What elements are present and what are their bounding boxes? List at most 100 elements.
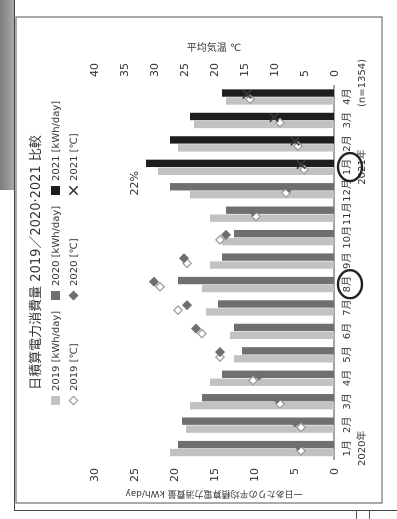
temperature-marker <box>295 422 307 433</box>
temperature-marker <box>292 440 304 451</box>
chart-border <box>15 16 383 504</box>
bar <box>234 323 334 332</box>
x-tick-label: 7月 <box>341 299 353 315</box>
x-tick-label: 6月 <box>341 323 353 339</box>
bar <box>146 159 334 168</box>
x-tick-label: 3月 <box>341 393 353 409</box>
legend-label: 2019 [℃] <box>69 343 80 391</box>
temperature-marker <box>196 328 208 339</box>
bar <box>222 370 334 378</box>
temperature-marker <box>214 234 226 245</box>
x-tick-label: 2月 <box>341 417 353 433</box>
highlight-circle <box>336 269 364 300</box>
temperature-marker <box>296 159 306 170</box>
y-right-tick-label: 10 <box>268 63 281 77</box>
temperature-marker <box>247 206 259 217</box>
x-tick-label: 11月 <box>341 203 353 226</box>
y-right-tick-label: 0 <box>328 70 341 77</box>
bar <box>234 355 334 363</box>
bar <box>222 89 334 97</box>
temperature-marker <box>269 112 279 123</box>
y-left-tick-label: 5 <box>288 468 301 475</box>
legend-swatch <box>51 186 60 195</box>
bar <box>182 417 334 425</box>
temperature-marker <box>290 136 300 146</box>
legend-swatch <box>51 291 60 300</box>
sample-size-note: (n=1354) <box>357 59 368 107</box>
bar <box>178 440 334 449</box>
temperature-marker <box>253 370 265 381</box>
annotation-label: 22% <box>128 171 141 195</box>
y-left-tick-label: 25 <box>128 468 141 482</box>
y-right-axis-title: 平均気温 ℃ <box>187 41 241 54</box>
bar <box>218 300 334 308</box>
y-left-tick-label: 20 <box>168 468 181 482</box>
x-tick-label: 1月 <box>341 440 353 456</box>
temperature-marker <box>289 417 301 428</box>
bar <box>202 394 334 402</box>
bar <box>190 402 334 410</box>
temperature-marker <box>271 393 283 404</box>
y-right-tick-label: 5 <box>298 70 311 77</box>
temperature-marker <box>154 281 166 292</box>
temperature-marker <box>242 89 252 99</box>
page-edge-tick <box>356 510 370 519</box>
y-left-tick-label: 30 <box>88 468 101 482</box>
bar <box>234 229 334 238</box>
x-tick-label: 12月 <box>341 179 353 202</box>
bar <box>186 425 334 433</box>
temperature-marker <box>181 300 193 311</box>
y-right-tick-label: 20 <box>208 63 221 77</box>
legend-label: 2021 [kWh/day] <box>51 101 62 181</box>
temperature-marker <box>220 229 232 240</box>
x-tick-label: 4月 <box>341 89 353 105</box>
bar <box>226 97 334 105</box>
x-tick-label: 8月 <box>341 276 353 292</box>
legend-marker <box>68 185 79 196</box>
legend-marker <box>68 395 79 406</box>
bar <box>222 237 334 246</box>
bar <box>226 206 334 214</box>
legend-label: 2020 [℃] <box>69 238 80 286</box>
legend-swatch <box>51 396 60 405</box>
y-right-tick-label: 40 <box>88 63 101 77</box>
temperature-marker <box>214 346 226 358</box>
legend-marker <box>68 290 79 301</box>
temperature-marker <box>247 375 259 386</box>
bar <box>222 253 334 261</box>
x-tick-label: 10月 <box>341 226 353 249</box>
temperature-marker <box>283 182 295 194</box>
bar <box>190 191 334 199</box>
y-right-tick-label: 25 <box>178 63 191 77</box>
chart-title: 日積算電力消費量 2019／2020·2021 比較 <box>29 135 44 390</box>
y-left-tick-label: 10 <box>248 468 261 482</box>
temperature-marker <box>178 253 190 264</box>
y-right-tick-label: 30 <box>148 63 161 77</box>
bar <box>190 112 334 121</box>
highlight-circle <box>336 151 364 183</box>
x-tick-label: 5月 <box>341 346 353 362</box>
x-tick-label: 3月 <box>341 112 353 128</box>
legend-label: 2021 [℃] <box>69 133 80 181</box>
bar <box>230 331 334 340</box>
x-tick-label: 1月 <box>341 159 353 175</box>
chart-rotated-group: 日積算電力消費量 2019／2020·2021 比較 2019 [kWh/day]… <box>15 16 383 504</box>
bar <box>206 308 334 316</box>
bar <box>242 347 334 355</box>
x-tick-label: 9月 <box>341 253 353 269</box>
page-edge-shading <box>0 0 14 190</box>
bar <box>178 276 334 285</box>
y-left-tick-label: 15 <box>208 468 221 482</box>
temperature-marker <box>274 117 286 128</box>
x-tick-label: 2月 <box>341 135 353 151</box>
temperature-marker <box>148 276 160 287</box>
bar <box>210 261 334 269</box>
bar <box>170 136 334 144</box>
y-right-tick-label: 15 <box>238 63 251 77</box>
bar <box>210 378 334 386</box>
y-left-tick-label: 0 <box>328 468 341 475</box>
bar <box>170 183 334 191</box>
bar <box>170 448 334 457</box>
